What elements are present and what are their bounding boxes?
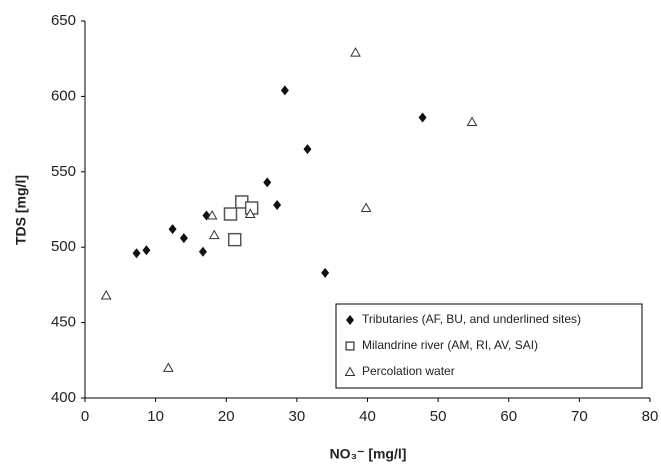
square-marker bbox=[345, 341, 355, 351]
triangle-marker bbox=[350, 47, 361, 57]
triangle-marker bbox=[344, 366, 356, 376]
triangle-marker bbox=[466, 116, 478, 127]
square-marker bbox=[227, 232, 242, 247]
triangle-marker bbox=[162, 362, 174, 372]
y-tick-label: 600 bbox=[51, 87, 76, 104]
diamond-marker bbox=[142, 245, 151, 256]
legend-box bbox=[335, 303, 643, 389]
x-tick-label: 40 bbox=[359, 408, 376, 425]
x-tick-label: 50 bbox=[430, 408, 447, 425]
x-axis-label: NO₃⁻ [mg/l] bbox=[330, 446, 407, 462]
diamond-marker bbox=[418, 112, 427, 123]
y-tick-label: 450 bbox=[51, 314, 76, 331]
x-tick-label: 20 bbox=[218, 408, 235, 425]
x-tick-label: 80 bbox=[642, 408, 659, 425]
y-tick-label: 500 bbox=[51, 238, 76, 255]
diamond-marker bbox=[263, 177, 272, 188]
legend: Tributaries (AF, BU, and underlined site… bbox=[335, 303, 643, 389]
triangle-marker bbox=[208, 229, 220, 240]
y-axis-label: TDS [mg/l] bbox=[13, 175, 29, 245]
legend-label: Tributaries (AF, BU, and underlined site… bbox=[362, 312, 581, 326]
diamond-marker bbox=[168, 224, 177, 235]
triangle-marker bbox=[244, 208, 256, 219]
diamond-marker bbox=[179, 233, 188, 244]
triangle-marker bbox=[206, 210, 218, 220]
diamond-marker bbox=[273, 199, 282, 210]
square-marker bbox=[223, 207, 238, 221]
triangle-marker bbox=[360, 202, 372, 212]
y-tick-label: 650 bbox=[51, 12, 76, 29]
y-tick-label: 400 bbox=[51, 389, 76, 406]
diamond-marker bbox=[198, 246, 207, 257]
legend-label: Milandrine river (AM, RI, AV, SAI) bbox=[362, 338, 538, 352]
x-tick-label: 10 bbox=[147, 408, 164, 425]
x-tick-label: 60 bbox=[500, 408, 517, 425]
x-tick-label: 0 bbox=[81, 408, 89, 425]
x-tick-label: 30 bbox=[289, 408, 306, 425]
triangle-marker bbox=[100, 289, 112, 300]
legend-label: Percolation water bbox=[362, 364, 455, 378]
diamond-marker bbox=[346, 315, 354, 325]
x-tick-label: 70 bbox=[571, 408, 588, 425]
diamond-marker bbox=[303, 144, 312, 155]
diamond-marker bbox=[132, 248, 141, 259]
diamond-marker bbox=[280, 85, 289, 96]
diamond-marker bbox=[321, 267, 330, 278]
y-tick-label: 550 bbox=[51, 163, 76, 180]
